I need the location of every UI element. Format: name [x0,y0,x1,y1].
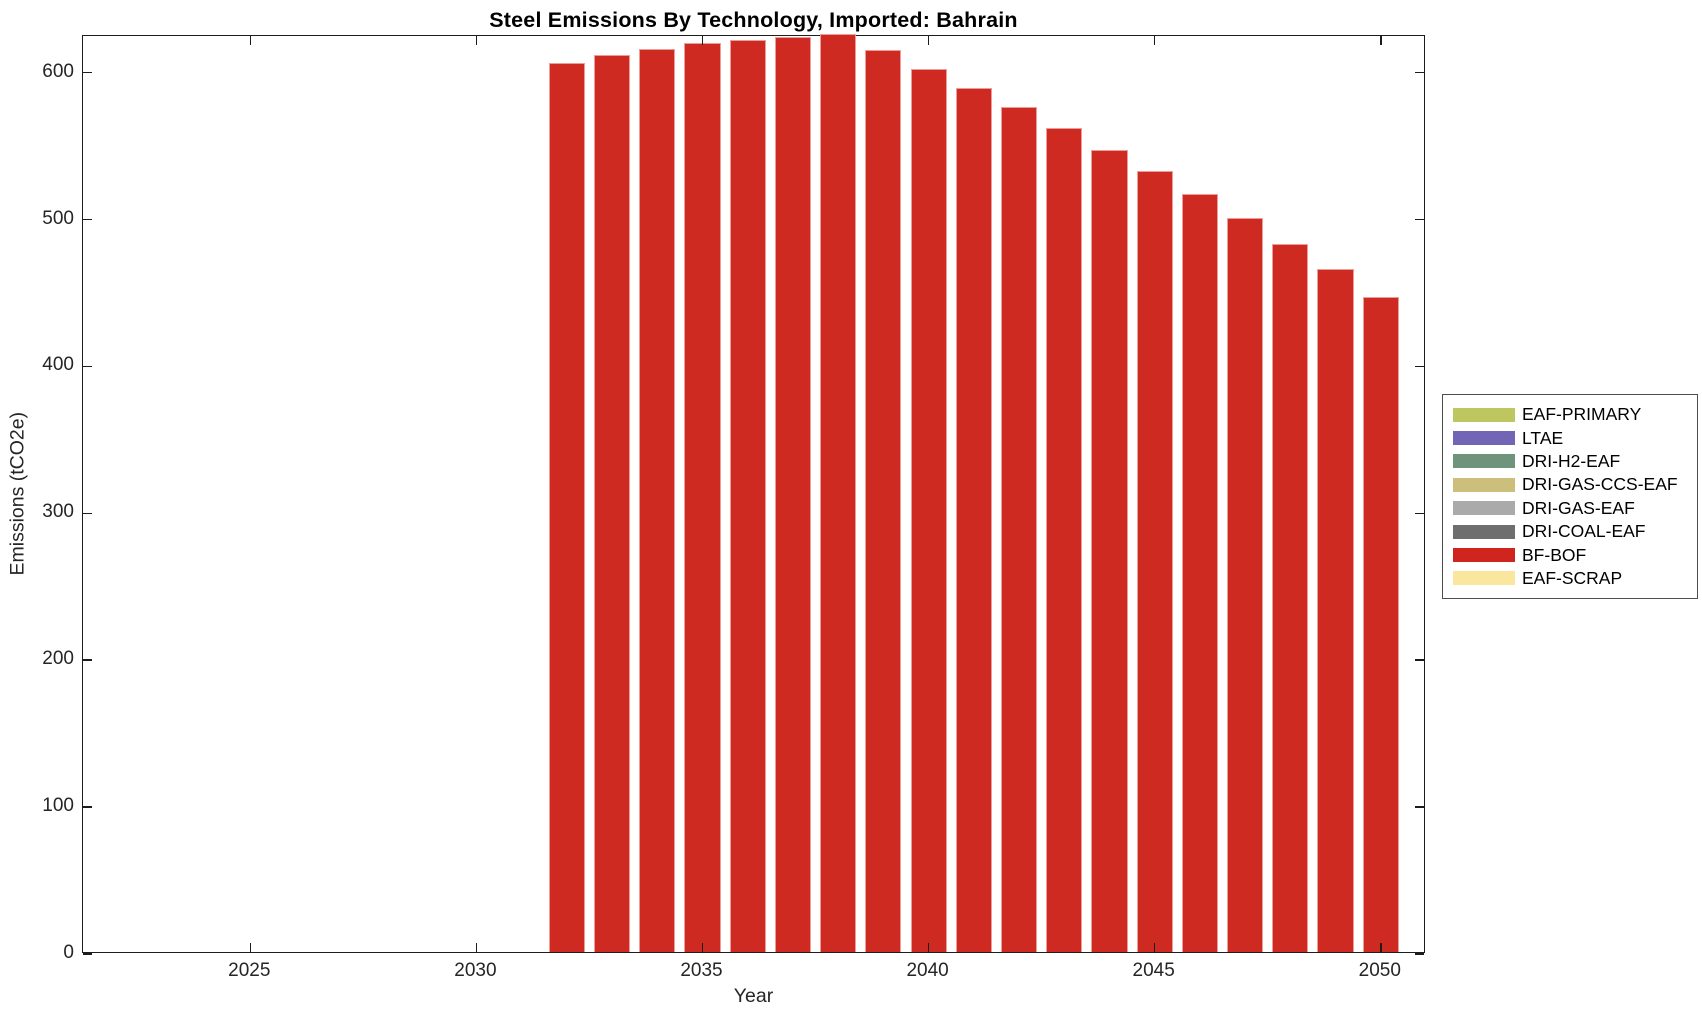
legend-item-dri-gas-eaf: DRI-GAS-EAF [1453,497,1697,520]
bar-bf-bof-2039 [865,50,902,952]
bar-bf-bof-2045 [1136,170,1173,952]
bar-bf-bof-2048 [1272,244,1309,952]
x-axis-label: Year [733,985,774,1007]
legend-swatch-dri-coal-eaf [1453,524,1515,539]
x-tick-label: 2045 [1132,960,1175,981]
bar-bf-bof-2044 [1091,150,1128,952]
legend-item-eaf-scrap: EAF-SCRAP [1453,567,1697,590]
legend-swatch-dri-h2-eaf [1453,454,1515,469]
bar-bf-bof-2041 [955,88,992,952]
legend-swatch-eaf-scrap [1453,571,1515,586]
y-tick-mark [1415,365,1424,368]
x-tick-mark [927,943,930,952]
legend-item-dri-gas-ccs-eaf: DRI-GAS-CCS-EAF [1453,473,1697,496]
y-tick-label: 600 [42,60,74,82]
bar-bf-bof-2040 [910,69,947,952]
x-tick-label: 2025 [228,960,271,981]
x-tick-mark [249,943,252,952]
y-tick-mark [83,365,92,368]
y-tick-mark [83,953,92,955]
bar-bf-bof-2033 [593,54,631,952]
bar-bf-bof-2043 [1046,128,1083,952]
legend-label: DRI-COAL-EAF [1522,521,1646,542]
legend-label: DRI-H2-EAF [1522,450,1621,471]
legend-label: BF-BOF [1522,544,1587,565]
y-tick-mark [1415,806,1424,808]
x-tick-label: 2040 [906,960,949,981]
legend-item-dri-h2-eaf: DRI-H2-EAF [1453,450,1697,473]
legend-swatch-dri-gas-ccs-eaf [1453,477,1515,492]
bar-bf-bof-2036 [729,39,766,952]
y-tick-mark [83,218,92,221]
x-tick-label: 2035 [680,960,723,981]
y-tick-mark [83,659,92,661]
x-tick-mark [1153,36,1156,45]
y-tick-mark [1415,512,1424,515]
bar-bf-bof-2035 [684,42,721,952]
x-tick-mark [927,36,930,45]
y-tick-mark [83,512,92,515]
y-tick-label: 200 [42,648,74,670]
x-tick-mark [475,36,478,45]
x-tick-label: 2030 [454,960,497,981]
legend-label: EAF-SCRAP [1522,567,1623,588]
bar-bf-bof-2046 [1181,194,1218,952]
y-tick-mark [83,71,92,74]
x-tick-mark [1380,36,1382,45]
legend-label: DRI-GAS-CCS-EAF [1522,474,1678,495]
y-tick-mark [83,806,92,808]
legend-swatch-eaf-primary [1453,407,1515,422]
y-tick-label: 100 [42,795,74,817]
y-tick-label: 0 [63,942,74,963]
x-tick-mark [701,36,704,45]
legend-label: DRI-GAS-EAF [1522,497,1635,518]
legend-label: EAF-PRIMARY [1522,404,1642,425]
legend-item-dri-coal-eaf: DRI-COAL-EAF [1453,520,1697,543]
bar-bf-bof-2049 [1317,269,1354,952]
y-tick-mark [1415,71,1424,74]
bar-bf-bof-2047 [1227,217,1264,952]
y-tick-mark [1415,953,1424,955]
legend-label: LTAE [1522,427,1564,448]
bar-bf-bof-2042 [1000,107,1038,952]
legend-item-ltae: LTAE [1453,426,1697,449]
bar-bf-bof-2037 [774,36,812,952]
x-tick-mark [1380,943,1382,952]
x-tick-mark [701,943,704,952]
legend-swatch-bf-bof [1453,548,1515,563]
bar-bf-bof-2034 [639,48,676,952]
y-tick-label: 300 [42,501,74,523]
chart-title: Steel Emissions By Technology, Imported:… [489,8,1018,32]
plot-area [82,34,1425,955]
y-axis-label: Emissions (tCO2e) [6,411,29,576]
bar-bf-bof-2050 [1362,296,1399,952]
legend-item-bf-bof: BF-BOF [1453,543,1697,566]
x-tick-mark [475,943,478,952]
bar-bf-bof-2038 [820,34,857,952]
legend: EAF-PRIMARY LTAE DRI-H2-EAF DRI-GAS-CCS-EAF… [1442,394,1698,600]
x-tick-mark [249,36,252,45]
legend-swatch-ltae [1453,431,1515,446]
legend-swatch-dri-gas-eaf [1453,501,1515,516]
y-tick-mark [1415,659,1424,661]
y-tick-mark [1415,218,1424,221]
bar-bf-bof-2032 [548,63,585,952]
x-tick-mark [1153,943,1156,952]
y-tick-label: 400 [42,354,74,376]
y-tick-label: 500 [42,207,74,229]
legend-item-eaf-primary: EAF-PRIMARY [1453,403,1697,426]
x-tick-label: 2050 [1358,960,1401,981]
